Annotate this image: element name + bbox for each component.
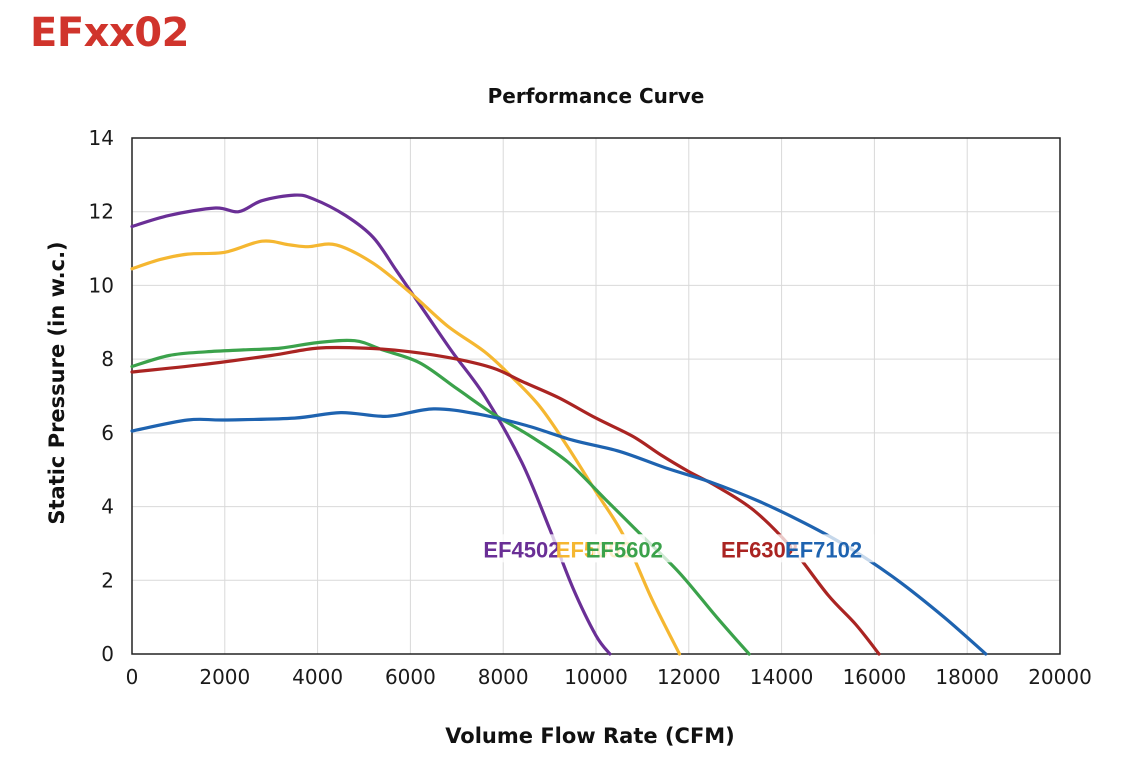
series-label-ef7102: EF7102	[785, 537, 862, 562]
y-tick-label: 14	[89, 126, 114, 150]
series-lines	[130, 193, 988, 656]
series-label-ef4502: EF4502	[483, 537, 560, 562]
series-line-ef4502	[130, 193, 612, 656]
x-tick-label: 16000	[843, 665, 907, 689]
x-tick-label: 2000	[199, 665, 250, 689]
y-tick-label: 12	[89, 200, 114, 224]
x-tick-label: 14000	[750, 665, 814, 689]
series-label-background	[792, 534, 875, 563]
axis-ticks: 0 2000 4000 6000 8000 10000 12000 14000 16000 180…	[89, 126, 1092, 689]
series-label-ef6302: EF6302	[721, 537, 798, 562]
y-tick-label: 10	[89, 273, 114, 297]
grid	[131, 137, 1061, 655]
series-label-ef5602: EF5602	[586, 537, 663, 562]
series-labels: EF4502EF5002EF5602EF6302EF7102	[483, 534, 875, 563]
plot-area-border	[131, 137, 1061, 655]
series-label-background	[490, 534, 573, 563]
x-tick-label: 4000	[292, 665, 343, 689]
x-axis-title: Volume Flow Rate (CFM)	[445, 724, 735, 748]
x-tick-label: 18000	[935, 665, 999, 689]
y-tick-label: 0	[101, 642, 114, 666]
x-tick-label: 6000	[385, 665, 436, 689]
x-tick-label: 8000	[478, 665, 529, 689]
y-tick-label: 6	[101, 421, 114, 445]
x-tick-label: 12000	[657, 665, 721, 689]
series-line-ef6302	[130, 345, 881, 656]
y-tick-label: 4	[101, 495, 114, 519]
y-axis-title: Static Pressure (in w.c.)	[45, 241, 69, 524]
chart-title: Performance Curve	[488, 84, 705, 108]
x-tick-label: 0	[126, 665, 139, 689]
x-tick-label: 20000	[1028, 665, 1092, 689]
y-tick-label: 2	[101, 568, 114, 592]
page-title: EFxx02	[30, 10, 189, 56]
series-label-background	[592, 534, 675, 563]
x-tick-label: 10000	[564, 665, 628, 689]
y-tick-label: 8	[101, 347, 114, 371]
series-line-ef7102	[130, 407, 988, 656]
